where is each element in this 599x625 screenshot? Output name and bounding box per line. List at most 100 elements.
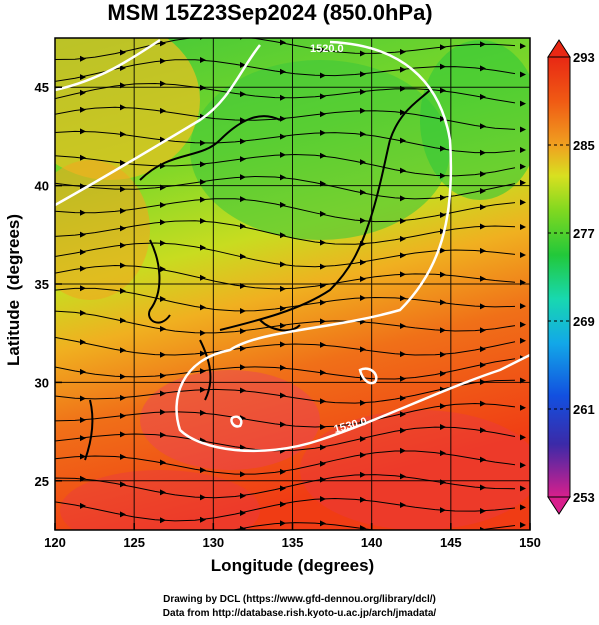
streamline-arrow (400, 217, 406, 224)
streamline-arrow (120, 412, 126, 419)
streamline-arrow (400, 235, 406, 242)
streamline-arrow (240, 345, 246, 352)
streamline-arrow (320, 210, 326, 217)
streamline-arrow (280, 285, 286, 292)
streamline-arrow (120, 131, 126, 138)
streamline-arrow (80, 209, 86, 216)
streamline-arrow (320, 152, 326, 159)
x-tick-label: 135 (282, 535, 304, 550)
streamline-arrow (280, 115, 286, 122)
streamline-arrow (240, 174, 246, 181)
streamline-arrow (520, 303, 526, 310)
streamline-arrow (360, 131, 366, 138)
streamline-arrow (440, 172, 446, 179)
streamline-arrow (200, 217, 206, 224)
streamline (55, 450, 516, 475)
streamline-arrow (480, 456, 486, 463)
streamline-arrow (440, 247, 446, 254)
streamline-arrow (360, 294, 366, 301)
streamline-arrow (440, 194, 446, 201)
y-axis-label: Latitude (degrees) (4, 213, 23, 367)
streamline-arrow (480, 362, 486, 369)
streamline-arrow (480, 65, 486, 72)
x-axis-label: Longitude (degrees) (210, 556, 375, 575)
streamline-arrow (160, 540, 166, 546)
streamline-arrow (520, 485, 526, 492)
streamline-arrow (160, 266, 166, 273)
streamline-arrow (80, 395, 86, 402)
streamline-arrow (160, 202, 166, 209)
streamline-arrow (520, 163, 526, 170)
streamline-arrow (320, 369, 326, 376)
streamline-arrow (160, 489, 166, 496)
streamline-arrow (160, 296, 166, 303)
streamline-arrow (160, 40, 166, 47)
streamline-arrow (400, 473, 406, 480)
streamline-arrow (280, 201, 286, 208)
streamline-arrow (440, 271, 446, 278)
streamline-arrow (440, 87, 446, 94)
streamline-arrow (80, 265, 86, 272)
streamline-arrow (280, 341, 286, 348)
x-tick-label: 120 (44, 535, 66, 550)
streamline-arrow (440, 299, 446, 306)
streamline-arrow (360, 276, 366, 283)
streamline-arrow (440, 424, 446, 431)
streamline-arrow (200, 516, 206, 523)
streamline-arrow (280, 151, 286, 158)
streamline-arrow (360, 217, 366, 224)
streamline-arrow (520, 504, 526, 511)
streamline-arrow (440, 63, 446, 70)
streamline-arrow (280, 468, 286, 475)
streamline-arrow (120, 287, 126, 294)
streamline-arrow (400, 48, 406, 55)
streamline-arrow (240, 525, 246, 530)
streamline-arrow (280, 485, 286, 492)
streamline-arrow (80, 55, 86, 62)
streamline (55, 402, 516, 428)
streamline-arrow (400, 109, 406, 116)
streamline-arrow (520, 43, 526, 50)
streamline-arrow (520, 126, 526, 133)
streamline-arrow (80, 285, 86, 292)
streamline-arrow (240, 509, 246, 516)
streamline-arrow (80, 128, 86, 135)
gridlines (55, 38, 530, 530)
streamline-arrow (440, 44, 446, 51)
streamline-arrow (160, 372, 166, 379)
streamline-arrow (520, 462, 526, 469)
streamline-arrow (200, 409, 206, 416)
colorbar-tick-label: 277 (573, 226, 595, 241)
streamline-arrow (320, 398, 326, 405)
streamline-arrow (280, 133, 286, 140)
streamline-arrow (240, 156, 246, 163)
x-tick-label: 125 (123, 535, 145, 550)
streamline-arrow (240, 471, 246, 478)
streamline-arrow (240, 223, 246, 230)
streamline-arrow (520, 521, 526, 528)
streamline-arrow (280, 421, 286, 428)
streamline-arrow (480, 484, 486, 491)
streamline-arrow (480, 223, 486, 230)
contour-label: 1520.0 (310, 43, 344, 55)
streamline-arrow (520, 224, 526, 231)
streamline-arrow (240, 253, 246, 260)
streamline (55, 310, 516, 334)
coastlines (84, 89, 431, 461)
y-tick-label: 35 (35, 277, 49, 292)
streamline-arrow (480, 41, 486, 48)
streamline-arrow (80, 106, 86, 113)
streamline-arrow (200, 494, 206, 501)
streamline (55, 175, 516, 200)
streamline-arrow (440, 212, 446, 219)
streamline-arrow (80, 310, 86, 317)
streamline-arrow (280, 174, 286, 181)
streamline-arrow (120, 104, 126, 111)
streamline-arrow (240, 364, 246, 371)
streamline-arrow (440, 145, 446, 152)
streamline-arrow (360, 159, 366, 166)
streamline-arrow (440, 370, 446, 377)
streamline-arrow (200, 368, 206, 375)
streamline-arrow (200, 350, 206, 357)
